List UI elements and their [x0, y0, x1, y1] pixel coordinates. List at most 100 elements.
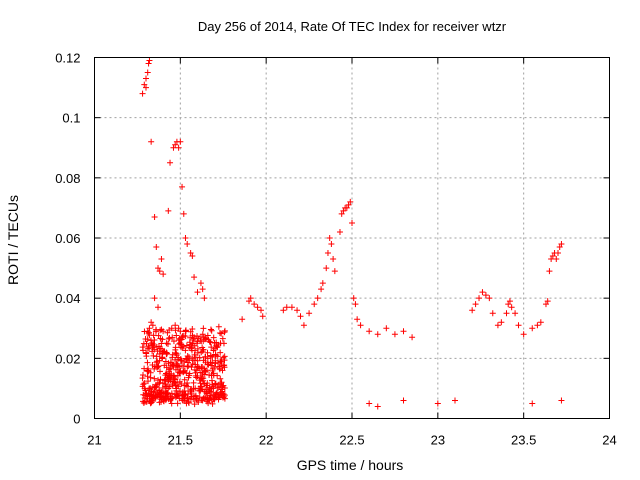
data-point: [146, 57, 153, 64]
data-point: [297, 313, 304, 320]
data-point: [328, 241, 335, 248]
data-point: [529, 400, 536, 407]
data-point: [489, 310, 496, 317]
data-point: [143, 84, 149, 91]
data-point: [194, 333, 201, 340]
data-point: [529, 325, 536, 332]
data-point: [177, 328, 184, 335]
data-point: [202, 386, 209, 393]
data-point: [191, 274, 198, 281]
data-point: [196, 394, 203, 401]
data-point: [181, 376, 188, 383]
data-point: [194, 289, 201, 296]
data-point: [400, 328, 407, 335]
data-point: [184, 241, 191, 248]
axis-ticks: [94, 57, 610, 419]
data-point: [165, 341, 172, 348]
data-point: [172, 382, 179, 389]
data-point: [258, 307, 265, 314]
data-point: [195, 399, 202, 406]
data-point: [180, 210, 187, 217]
data-point: [199, 286, 206, 293]
data-point: [148, 399, 155, 406]
data-point: [160, 271, 167, 278]
data-point: [139, 90, 146, 97]
data-point: [354, 316, 361, 323]
data-point: [219, 335, 226, 342]
data-point: [148, 319, 155, 326]
data-point: [158, 256, 165, 263]
data-point: [472, 301, 479, 308]
data-point: [207, 326, 214, 333]
data-point: [324, 250, 331, 257]
data-point: [165, 207, 172, 214]
data-point: [201, 295, 208, 302]
data-point: [153, 359, 160, 366]
data-point: [544, 298, 551, 305]
data-point: [163, 351, 170, 358]
data-point: [247, 295, 254, 302]
data-point: [409, 334, 416, 341]
data-point: [189, 326, 196, 333]
data-point: [204, 349, 211, 356]
data-point: [157, 368, 164, 375]
data-point: [151, 337, 158, 344]
data-point: [190, 337, 197, 344]
data-point: [200, 325, 207, 332]
data-point: [515, 322, 522, 329]
data-point: [194, 357, 201, 364]
data-point: [217, 375, 224, 382]
data-point: [206, 338, 213, 345]
data-point: [172, 141, 179, 148]
x-tick-labels: 21 21.5 22 22.5 23 23.5 24: [87, 433, 616, 448]
data-point: [182, 235, 189, 241]
data-point: [184, 383, 191, 390]
data-point: [155, 363, 162, 370]
data-point: [180, 368, 187, 375]
data-point: [153, 353, 160, 360]
data-point: [175, 391, 182, 398]
data-point: [144, 328, 151, 335]
data-points: [139, 57, 565, 410]
data-point: [166, 366, 173, 373]
data-point: [144, 69, 151, 76]
data-point: [338, 210, 345, 217]
data-point: [164, 389, 171, 396]
data-point: [156, 268, 163, 275]
x-tick-label: 23: [431, 433, 445, 448]
data-point: [205, 400, 212, 407]
data-point: [172, 344, 179, 351]
data-point: [366, 400, 373, 407]
data-point: [349, 219, 355, 226]
data-point: [506, 298, 513, 305]
data-point: [259, 313, 266, 320]
data-point: [254, 304, 261, 311]
data-point: [159, 355, 166, 362]
y-tick-label: 0.08: [55, 171, 80, 186]
data-point: [202, 335, 209, 342]
data-point: [542, 301, 549, 308]
data-point: [188, 364, 195, 371]
data-point: [170, 338, 177, 345]
data-point: [149, 322, 156, 329]
data-point: [141, 81, 148, 88]
data-point: [145, 60, 152, 67]
data-point: [144, 345, 151, 352]
data-point: [182, 327, 189, 334]
data-point: [148, 138, 155, 145]
data-point: [476, 295, 483, 302]
data-point: [283, 304, 290, 311]
data-point: [141, 380, 148, 387]
data-point: [383, 325, 390, 332]
data-point: [340, 207, 347, 214]
data-point: [155, 265, 162, 272]
data-point: [151, 346, 158, 353]
y-tick-label: 0: [73, 412, 80, 427]
data-point: [220, 391, 227, 398]
data-point: [537, 319, 544, 326]
y-tick-labels: 0 0.02 0.04 0.06 0.08 0.1 0.12: [55, 51, 80, 427]
data-point: [347, 198, 354, 205]
data-point: [158, 340, 165, 347]
data-point: [221, 395, 228, 402]
data-point: [288, 304, 295, 311]
